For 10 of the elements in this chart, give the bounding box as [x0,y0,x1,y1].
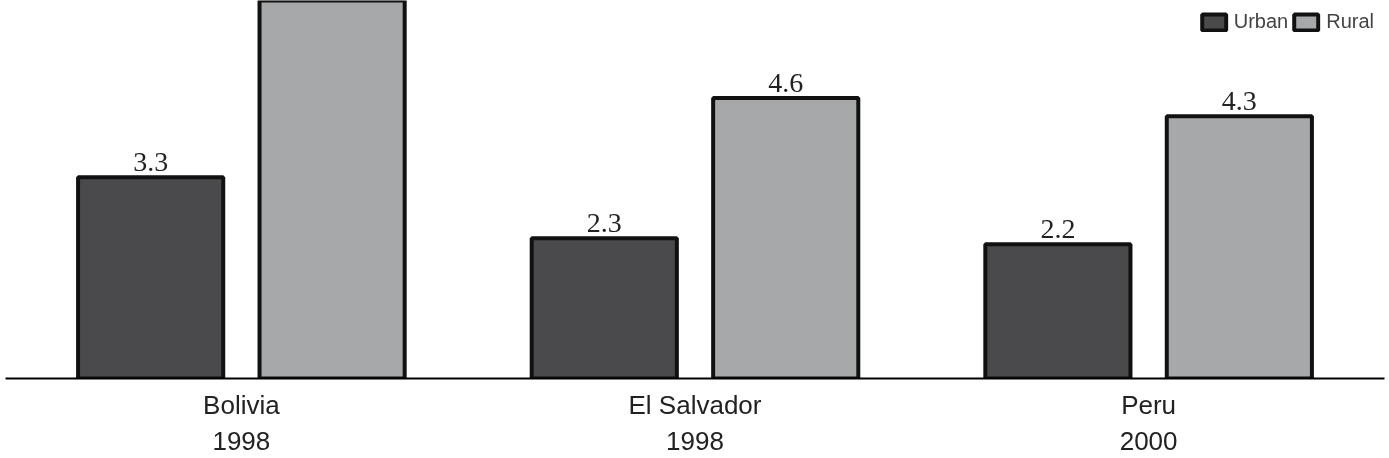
data-label: 2.3 [586,207,622,239]
x-tick-label: El Salvador 1998 [628,389,762,456]
x-tick-label: Peru 2000 [1119,389,1178,456]
data-label: 3.3 [133,146,169,178]
legend-label: Rural [1326,10,1374,33]
x-tick-label: Bolivia 1998 [203,389,281,456]
data-label: 4.3 [1221,85,1257,117]
data-label: 2.2 [1040,213,1076,245]
legend-label: Urban [1233,10,1289,33]
data-label: 4.6 [768,67,804,99]
